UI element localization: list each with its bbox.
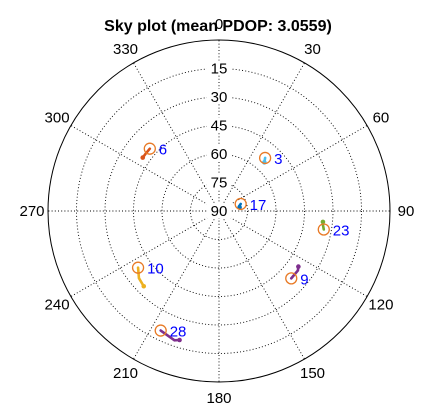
satellite-marker-10 xyxy=(131,261,145,274)
elevation-tick-label: 90 xyxy=(211,203,228,220)
elevation-label-background xyxy=(207,117,231,133)
satellite-track-end-10 xyxy=(141,283,147,289)
azimuth-grid-spoke xyxy=(218,62,305,212)
satellite-prn-label: 6 xyxy=(159,142,167,159)
elevation-label-background xyxy=(207,146,231,161)
satellite-track-end-23 xyxy=(320,219,326,225)
elevation-tick-label: 30 xyxy=(211,89,228,106)
azimuth-tick-label: 270 xyxy=(19,203,44,220)
elevation-label-background xyxy=(207,174,231,190)
elevation-grid-circle xyxy=(133,125,305,297)
azimuth-tick-label: 30 xyxy=(304,41,321,58)
satellite-track-end-9 xyxy=(296,264,301,269)
elevation-grid-circle xyxy=(190,182,248,240)
azimuth-tick-label: 90 xyxy=(398,203,415,220)
satellite-prn-label: 17 xyxy=(250,197,267,214)
satellite-track-end-28 xyxy=(177,337,182,343)
satellite-marker-23 xyxy=(317,223,330,236)
satellite-marker-6 xyxy=(143,142,156,155)
azimuth-tick-label: 0 xyxy=(215,16,223,33)
satellite-track-10 xyxy=(136,266,146,288)
satellite-prn-label: 3 xyxy=(274,151,282,168)
azimuth-tick-label: 60 xyxy=(373,110,390,127)
satellite-marker-3 xyxy=(258,151,272,165)
satellite-prn-label: 28 xyxy=(170,324,187,341)
elevation-label-background xyxy=(207,60,231,76)
azimuth-tick-label: 180 xyxy=(206,390,231,407)
azimuth-tick-label: 300 xyxy=(45,110,70,127)
satellite-marker-28 xyxy=(154,324,167,337)
azimuth-grid-spoke xyxy=(133,62,220,212)
axis-labels: 0 30 60 90 120 150 180 210 240 270 300 330 15 30 45 60 7… xyxy=(19,16,414,407)
elevation-grid-circle xyxy=(76,68,362,354)
elevation-tick-label: 15 xyxy=(211,61,228,78)
satellite-prn-label: 23 xyxy=(333,222,350,239)
satellite-marker-9 xyxy=(285,272,298,285)
azimuth-tick-label: 210 xyxy=(113,365,138,382)
outer-boundary-circle xyxy=(47,39,391,383)
satellite-tracks: 3 6 17 23 9 10 28 xyxy=(131,142,350,343)
elevation-grid-circle xyxy=(104,96,334,326)
elevation-tick-label: 60 xyxy=(211,146,228,163)
azimuth-tick-label: 330 xyxy=(113,41,138,58)
satellite-track-end-6 xyxy=(140,155,146,160)
polar-grid xyxy=(47,39,391,383)
elevation-tick-label: 45 xyxy=(211,118,228,135)
azimuth-tick-label: 240 xyxy=(45,297,70,314)
elevation-label-background xyxy=(207,203,231,218)
azimuth-grid-spoke xyxy=(70,125,220,212)
satellite-marker-17 xyxy=(234,197,247,211)
satellite-prn-label: 10 xyxy=(147,261,164,278)
chart-title: Sky plot (mean PDOP: 3.0559) xyxy=(104,18,332,35)
elevation-tick-label: 75 xyxy=(211,175,228,192)
azimuth-tick-label: 120 xyxy=(368,297,393,314)
azimuth-grid-spoke xyxy=(70,210,220,297)
elevation-grid-circle xyxy=(161,153,277,269)
azimuth-tick-label: 150 xyxy=(300,365,325,382)
elevation-label-background xyxy=(207,89,231,104)
azimuth-grid-spoke xyxy=(218,210,305,360)
satellite-prn-label: 9 xyxy=(300,271,308,288)
